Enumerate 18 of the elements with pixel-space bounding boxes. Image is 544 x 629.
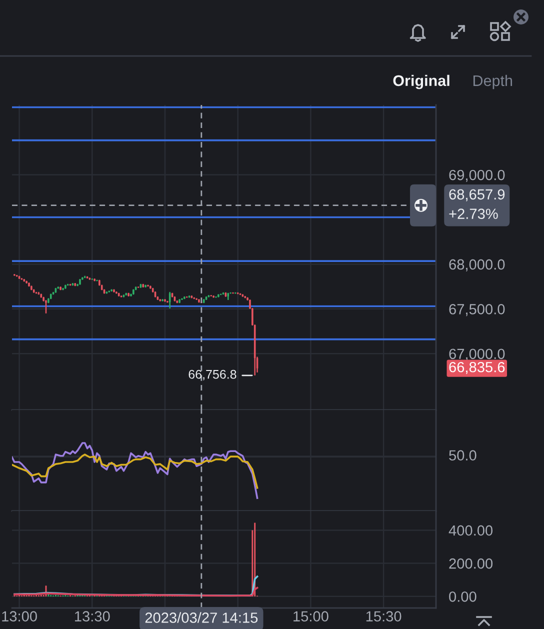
y-tick-label: 69,000.0 bbox=[449, 170, 505, 182]
ref-line-label: 68,657.9 +2.73% bbox=[449, 189, 505, 219]
y-tick-label: 67,500.0 bbox=[449, 304, 505, 316]
annotation: 66,756.8 bbox=[188, 370, 236, 380]
y-tick-label: 200.00 bbox=[449, 558, 493, 569]
ref-line-label: 2023/03/27 14:15 bbox=[145, 612, 258, 623]
y-tick-label: 0.00 bbox=[449, 592, 476, 602]
x-tick-label: 13:30 bbox=[75, 611, 110, 622]
y-tick-label: 67,000.0 bbox=[449, 348, 505, 361]
x-tick-label: 13:00 bbox=[2, 611, 37, 622]
x-tick-label: 15:30 bbox=[366, 611, 402, 622]
y-tick-label: 68,000.0 bbox=[449, 259, 505, 272]
text: Depth bbox=[473, 74, 512, 90]
y-tick-label: 400.00 bbox=[448, 525, 493, 536]
text: Original bbox=[393, 74, 450, 90]
text: 50.0 bbox=[449, 450, 476, 461]
x-tick-label: 15:00 bbox=[294, 611, 328, 622]
text: 66,835.6 bbox=[449, 362, 505, 374]
